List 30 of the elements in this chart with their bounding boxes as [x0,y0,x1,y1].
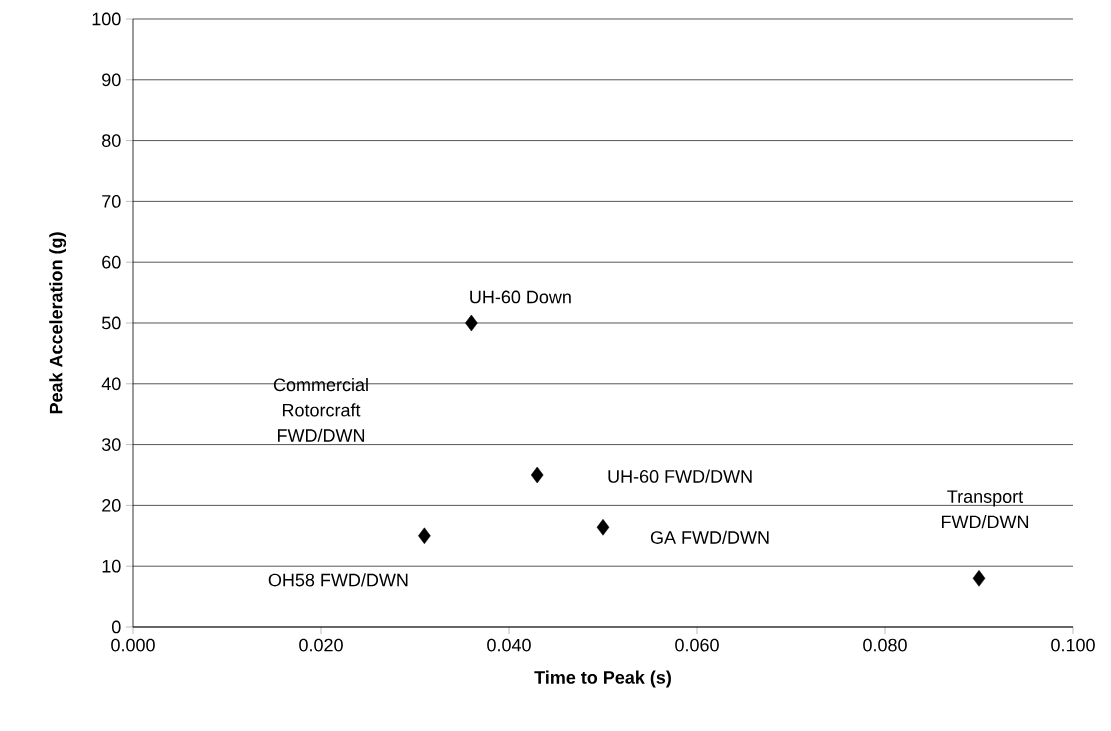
y-tick-label: 40 [101,377,121,391]
x-tick-label: 0.020 [299,638,343,652]
y-tick-label: 90 [102,73,121,87]
annotation: Commercial Rotorcraft FWD/DWN [273,377,368,442]
point [465,314,478,332]
x-tick-label: 0.000 [111,638,155,652]
x-tick-label: 0.100 [1051,638,1095,652]
point [596,519,610,536]
y-tick-label: 30 [101,438,121,451]
y-tick-label: 70 [102,195,121,208]
annotation: OH58 FWD/DWN [268,573,408,587]
y-axis-title: Peak Acceleration (g) [49,232,67,414]
point [530,466,544,484]
x-tick-label: 0.040 [487,638,531,652]
x-axis-title: Time to Peak (s) [534,670,671,688]
point [418,527,431,545]
y-tick-label: 10 [102,559,121,573]
y-tick-label: 80 [102,134,121,147]
annotation: UH-60 Down [470,290,571,304]
point [972,570,986,587]
y-tick-label: 50 [101,316,121,330]
y-tick-label: 100 [92,12,121,26]
y-tick-label: 0 [112,620,121,634]
y-tick-label: 60 [102,255,121,269]
y-tick-label: 20 [102,499,121,512]
annotation: UH-60 FWD/DWN [608,469,752,483]
x-tick-label: 0.060 [675,638,719,652]
annotation: GA FWD/DWN [650,530,769,544]
x-tick-label: 0.080 [863,638,907,652]
annotation: Transport FWD/DWN [942,490,1029,529]
